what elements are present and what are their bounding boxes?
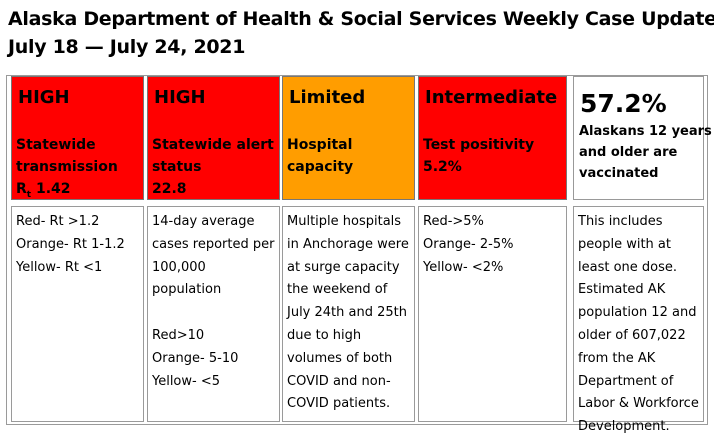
detail-line: Estimated AK (578, 282, 666, 298)
detail-line: Orange- 5-10 (152, 350, 239, 366)
detail-line: 100,000 (152, 259, 206, 275)
test-positivity-label: Test positivity 5.2% (423, 134, 534, 178)
test-positivity-value: 5.2% (423, 159, 462, 175)
hospital-capacity-header-cell: Limited Hospital capacity (282, 76, 415, 200)
detail-line: from the AK (578, 350, 656, 366)
detail-line: Yellow- <2% (423, 259, 504, 275)
label-line: Alaskans 12 years (579, 124, 712, 139)
label-line: and older are (579, 145, 678, 160)
detail-line (152, 302, 279, 325)
test-positivity-header-cell: Intermediate Test positivity 5.2% (418, 76, 567, 200)
detail-line: COVID and non- (287, 373, 391, 389)
vaccination-details: This includes people with at least one d… (573, 206, 704, 434)
label-line: status (152, 159, 202, 175)
detail-line: population 12 and (578, 305, 697, 321)
alert-status-value: 22.8 (152, 181, 187, 197)
label-line: capacity (287, 159, 354, 175)
detail-line: volumes of both (287, 350, 393, 366)
hospital-capacity-level: Limited (289, 87, 366, 108)
label-line: Hospital (287, 137, 353, 153)
detail-line: cases reported per (152, 236, 275, 252)
detail-line: This includes (578, 214, 663, 229)
detail-line: due to high (287, 327, 362, 343)
detail-line: the weekend of (287, 282, 388, 298)
test-positivity-details: Red->5% Orange- 2-5% Yellow- <2% (418, 206, 567, 422)
label-line: Statewide (16, 137, 96, 153)
detail-line: in Anchorage were (287, 236, 409, 252)
transmission-label: Statewide transmission Rt 1.42 (16, 134, 118, 206)
hospital-capacity-label: Hospital capacity (287, 134, 353, 178)
detail-line: Red->5% (423, 214, 484, 229)
page-title: Alaska Department of Health & Social Ser… (8, 5, 714, 61)
transmission-header-cell: HIGH Statewide transmission Rt 1.42 (11, 76, 144, 200)
detail-line: least one dose. (578, 259, 678, 275)
indicator-table: HIGH Statewide transmission Rt 1.42 Red-… (6, 75, 712, 434)
transmission-details: Red- Rt >1.2 Orange- Rt 1-1.2 Yellow- Rt… (11, 206, 144, 422)
vaccination-rate: 57.2% (580, 89, 667, 118)
detail-line: population (152, 282, 222, 298)
label-line: transmission (16, 159, 118, 175)
detail-line: Orange- 2-5% (423, 236, 514, 252)
label-line: Test positivity (423, 137, 535, 153)
title-line-1: Alaska Department of Health & Social Ser… (8, 8, 714, 30)
alert-status-label: Statewide alert status 22.8 (152, 134, 274, 200)
detail-line: people with at (578, 236, 671, 252)
detail-line: Development. (578, 419, 670, 435)
title-date-range: July 18 — July 24, 2021 (8, 36, 246, 58)
detail-line: Red>10 (152, 327, 205, 343)
detail-line: older of 607,022 (578, 327, 686, 343)
alert-status-level: HIGH (154, 87, 206, 108)
transmission-level: HIGH (18, 87, 70, 108)
transmission-value: Rt 1.42 (16, 181, 71, 200)
detail-line: Department of (578, 373, 674, 389)
detail-line: Orange- Rt 1-1.2 (16, 236, 125, 252)
vaccination-label: Alaskans 12 years and older are vaccinat… (579, 121, 712, 184)
test-positivity-level: Intermediate (425, 87, 558, 108)
vaccination-header-cell: 57.2% Alaskans 12 years and older are va… (573, 76, 712, 200)
label-line: Statewide alert (152, 137, 274, 153)
label-line: vaccinated (579, 166, 659, 181)
detail-line: Yellow- <5 (152, 373, 221, 389)
alert-status-details: 14-day average cases reported per 100,00… (147, 206, 280, 422)
detail-line: Multiple hospitals (287, 214, 402, 229)
detail-line: COVID patients. (287, 396, 391, 412)
detail-line: July 24th and 25th (287, 305, 407, 321)
detail-line: 14-day average (152, 214, 255, 229)
detail-line: Yellow- Rt <1 (16, 259, 103, 275)
detail-line: Labor & Workforce (578, 396, 699, 412)
hospital-capacity-details: Multiple hospitals in Anchorage were at … (282, 206, 415, 422)
alert-status-header-cell: HIGH Statewide alert status 22.8 (147, 76, 280, 200)
detail-line: Red- Rt >1.2 (16, 214, 100, 229)
detail-line: at surge capacity (287, 259, 400, 275)
